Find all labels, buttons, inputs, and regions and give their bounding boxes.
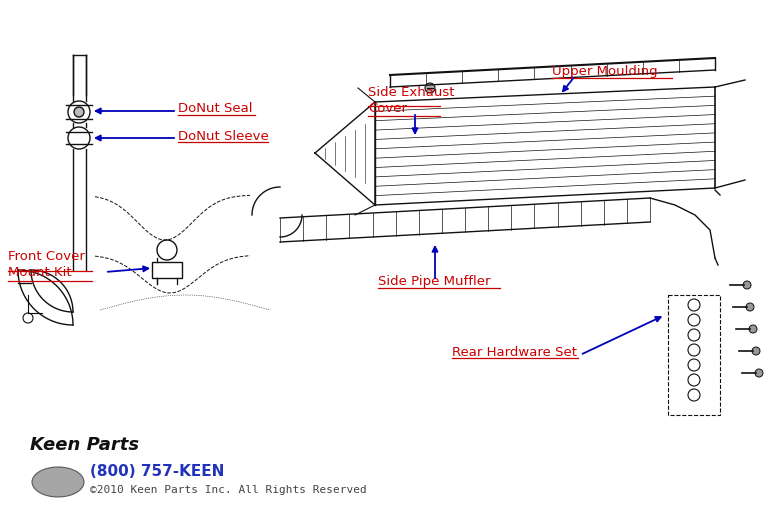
Circle shape (425, 83, 435, 93)
Text: Front Cover
Mount Kit: Front Cover Mount Kit (8, 251, 85, 280)
Ellipse shape (32, 467, 84, 497)
Text: Side Pipe Muffler: Side Pipe Muffler (378, 276, 490, 289)
Text: ©2010 Keen Parts Inc. All Rights Reserved: ©2010 Keen Parts Inc. All Rights Reserve… (90, 485, 367, 495)
Circle shape (743, 281, 751, 289)
Text: Upper Moulding: Upper Moulding (552, 65, 658, 79)
Bar (668, 295, 720, 415)
Circle shape (746, 303, 754, 311)
Circle shape (749, 325, 757, 333)
Circle shape (755, 369, 763, 377)
Text: Keen Parts: Keen Parts (30, 436, 139, 454)
Circle shape (752, 347, 760, 355)
Bar (152, 262, 182, 278)
Text: DoNut Sleeve: DoNut Sleeve (178, 130, 269, 142)
Text: Side Exhaust
Cover: Side Exhaust Cover (368, 85, 454, 114)
Text: Rear Hardware Set: Rear Hardware Set (452, 346, 577, 358)
Text: DoNut Seal: DoNut Seal (178, 103, 253, 116)
Text: (800) 757-KEEN: (800) 757-KEEN (90, 465, 224, 480)
Circle shape (74, 107, 84, 117)
